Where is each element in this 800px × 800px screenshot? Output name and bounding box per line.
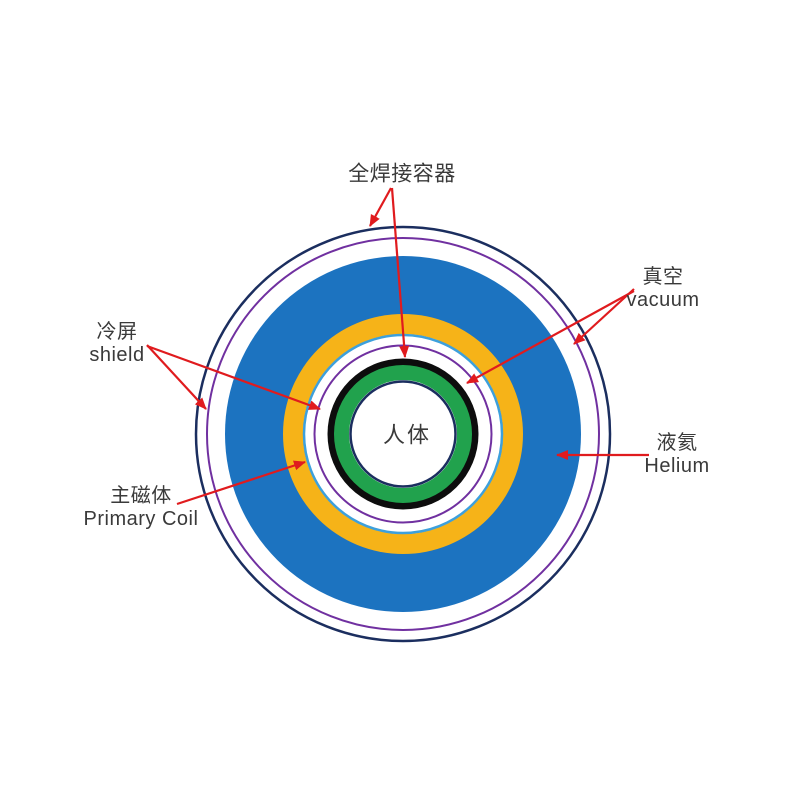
arrow-shield-outer bbox=[146, 344, 207, 410]
label-liquid-helium: 液氦 Helium bbox=[644, 432, 709, 478]
arrow-shield-inner bbox=[146, 344, 321, 411]
outer-vessel-ring bbox=[194, 225, 612, 643]
arrow-vacuum-inner bbox=[466, 290, 635, 384]
label-human-body: 人体 bbox=[383, 424, 431, 447]
label-human-body-zh: 人体 bbox=[382, 422, 432, 448]
label-welded-container-zh: 全焊接容器 bbox=[348, 162, 456, 186]
label-cold-shield-en: shield bbox=[89, 344, 145, 366]
bore-inner-ring bbox=[349, 380, 457, 488]
label-vacuum-zh: 真空 bbox=[642, 266, 684, 288]
label-liquid-helium-en: Helium bbox=[644, 455, 710, 477]
inner-cold-shield-ring bbox=[313, 344, 493, 524]
arrow-vacuum-outer bbox=[573, 288, 635, 345]
arrow-welded-inner bbox=[390, 187, 410, 358]
label-cold-shield-zh: 冷屏 bbox=[96, 321, 138, 343]
label-primary-coil-en: Primary Coil bbox=[83, 508, 199, 530]
arrow-welded-outer bbox=[369, 187, 392, 227]
outer-cold-shield-ring bbox=[206, 237, 600, 631]
label-vacuum-en: vacuum bbox=[626, 289, 700, 311]
label-primary-coil-zh: 主磁体 bbox=[110, 485, 172, 507]
label-liquid-helium-zh: 液氦 bbox=[656, 432, 698, 454]
arrow-primary-coil bbox=[176, 460, 306, 506]
label-cold-shield: 冷屏 shield bbox=[89, 321, 144, 367]
bore-white-disc bbox=[349, 380, 457, 488]
label-vacuum: 真空 vacuum bbox=[626, 266, 699, 312]
label-primary-coil: 主磁体 Primary Coil bbox=[84, 485, 199, 531]
label-welded-container: 全焊接容器 bbox=[348, 163, 456, 186]
